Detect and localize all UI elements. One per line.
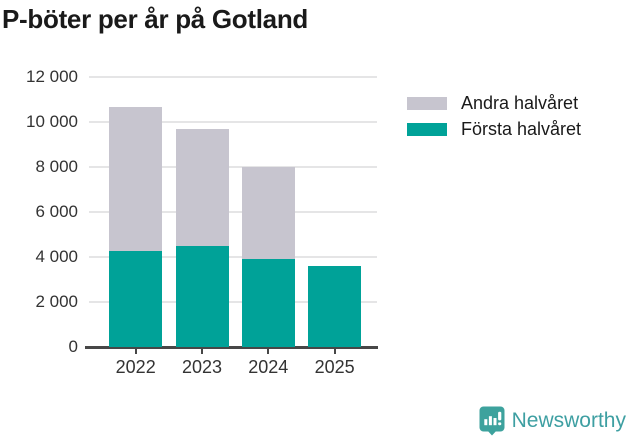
- x-axis-tick: [134, 348, 137, 354]
- legend-label: Första halvåret: [461, 118, 582, 139]
- gridline: [89, 211, 377, 213]
- legend-item: Första halvåret: [407, 116, 581, 142]
- bar-segment: [241, 167, 295, 260]
- x-axis-label: 2022: [115, 357, 156, 377]
- legend-label: Andra halvåret: [461, 92, 579, 113]
- bar-segment: [175, 128, 229, 246]
- legend: Andra halvåret Första halvåret: [407, 90, 581, 142]
- bar-chart-bubble-icon: [479, 406, 505, 436]
- x-axis-tick: [267, 348, 270, 354]
- gridline: [89, 166, 377, 168]
- bar-segment: [175, 245, 229, 347]
- gridline: [89, 256, 377, 258]
- y-axis-tick-label: 12 000: [26, 67, 78, 86]
- legend-swatch: [407, 96, 447, 110]
- bar-segment: [308, 266, 362, 347]
- y-axis-tick-label: 8 000: [35, 157, 78, 176]
- x-axis-line: [85, 346, 378, 349]
- y-axis-tick-label: 0: [68, 337, 78, 356]
- y-axis-tick-label: 10 000: [26, 112, 78, 131]
- y-axis-tick-label: 6 000: [35, 202, 78, 221]
- gridline: [89, 301, 377, 303]
- x-axis-tick: [333, 348, 336, 354]
- bar-segment: [109, 107, 163, 252]
- x-axis-tick: [201, 348, 203, 354]
- bar-segment: [241, 259, 295, 347]
- legend-swatch: [407, 122, 447, 136]
- x-axis-label: 2024: [248, 357, 289, 377]
- plot-area: 2022 2023 2024 2025: [85, 76, 378, 377]
- gridline: [89, 76, 377, 78]
- bar-segment: [109, 251, 163, 347]
- y-axis: 0 2 000 4 000 6 000 8 000 10 000 12 000: [0, 67, 78, 356]
- gridline: [89, 121, 377, 123]
- brand-footer: Newsworthy: [479, 406, 626, 436]
- x-axis-label: 2023: [181, 357, 223, 377]
- y-axis-tick-label: 4 000: [35, 247, 78, 266]
- chart-title: P-böter per år på Gotland: [2, 4, 308, 34]
- x-axis-label: 2025: [314, 357, 355, 377]
- brand-name: Newsworthy: [511, 409, 626, 432]
- y-axis-tick-label: 2 000: [35, 292, 78, 311]
- legend-item: Andra halvåret: [407, 90, 581, 116]
